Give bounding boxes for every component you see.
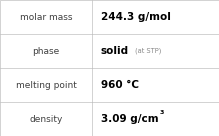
Text: 3.09 g/cm: 3.09 g/cm [101,114,158,124]
Text: 960 °C: 960 °C [101,80,139,90]
Text: solid: solid [101,46,129,56]
Text: 244.3 g/mol: 244.3 g/mol [101,12,171,22]
Text: molar mass: molar mass [20,13,72,21]
Text: (at STP): (at STP) [135,48,162,54]
Text: melting point: melting point [16,81,76,89]
Text: 3: 3 [159,110,164,115]
Text: phase: phase [32,47,60,55]
Text: density: density [29,115,63,123]
